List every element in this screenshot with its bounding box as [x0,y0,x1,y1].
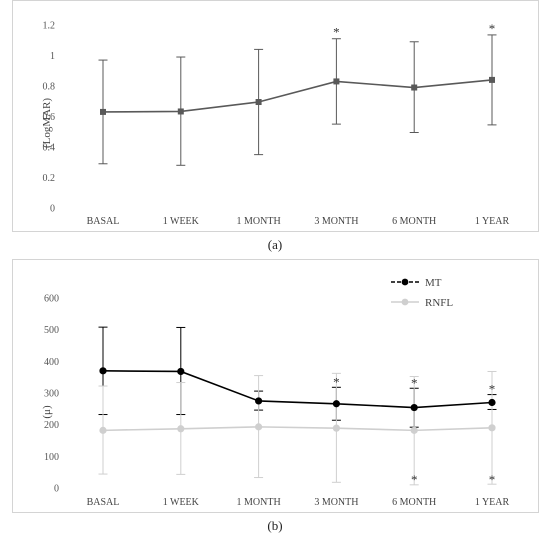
legend-swatch-marker [401,278,409,286]
data-point [332,400,340,408]
chart-a-y-axis-label: (LogMAR) [41,98,53,148]
data-point [177,108,184,115]
x-tick-label: 1 YEAR [475,216,510,227]
x-tick-label: 1 WEEK [163,216,200,227]
y-tick-label: 1.2 [43,21,56,32]
data-point [100,108,106,115]
chart-a-svg: 0 0.2 0.4 0.6 0.8 1 1.2 BASAL 1 WEEK 1 MONTH 3 MO… [41,21,510,228]
x-tick-label: 3 MONTH [314,497,358,508]
chart-panel-a: 0 0.2 0.4 0.6 0.8 1 1.2 BASAL 1 WEEK 1 MONTH 3 MO… [12,0,539,232]
significance-marker: * [489,382,496,397]
legend-swatch-marker [401,298,409,306]
y-tick-label: 200 [44,420,59,431]
x-tick-label: 3 MONTH [314,216,358,227]
data-point [488,398,496,407]
y-tick-label: 0.2 [43,173,56,184]
x-tick-label: 1 MONTH [237,497,281,508]
significance-marker: * [489,21,496,36]
y-tick-label: 400 [44,357,59,368]
y-tick-label: 0.4 [43,143,56,154]
series-line-0 [102,79,493,113]
y-tick-label: 500 [44,325,59,336]
chart-b-y-axis-label: (μ) [41,405,53,419]
x-tick-label: 1 WEEK [163,497,200,508]
y-tick-label: 0 [54,484,59,495]
series-line-mt [102,370,493,409]
data-point [177,367,185,376]
data-point [99,367,107,375]
significance-marker: * [411,472,418,487]
y-tick-label: 600 [44,294,59,305]
x-tick-label: BASAL [87,216,120,227]
x-tick-label: 6 MONTH [392,497,436,508]
chart-panel-b: 0 100 200 300 400 500 600 BASAL 1 WEEK 1 MONTH 3 … [12,259,539,513]
x-tick-label: 1 MONTH [237,216,281,227]
data-point [489,76,495,83]
x-tick-label: 6 MONTH [392,216,436,227]
panel-a-caption: (a) [267,237,283,252]
legend-label: RNFL [425,297,453,309]
data-point [488,424,496,432]
significance-marker: * [489,472,496,487]
data-point [410,426,418,434]
chart-b-svg: 0 100 200 300 400 500 600 BASAL 1 WEEK 1 MONTH 3 … [41,277,510,508]
y-tick-label: 300 [44,389,59,400]
legend-label: MT [425,277,442,289]
data-point [411,84,418,91]
significance-marker: * [333,374,340,389]
y-tick-label: 0.8 [43,82,56,93]
data-point [410,403,418,412]
x-tick-label: 1 YEAR [475,497,510,508]
y-tick-label: 0 [50,204,55,215]
data-point [177,425,185,433]
significance-marker: * [411,375,418,390]
data-point [255,99,262,106]
data-point [333,78,340,85]
data-point [99,426,107,434]
panel-b-caption: (b) [267,518,283,533]
y-tick-label: 0.6 [43,112,56,123]
data-point [255,397,263,405]
significance-marker: * [333,25,340,40]
series-line-rnfl [102,426,493,432]
x-tick-label: BASAL [87,497,120,508]
data-point [255,423,263,431]
data-point [332,424,340,432]
y-tick-label: 100 [44,452,59,463]
y-tick-label: 1 [50,51,55,62]
